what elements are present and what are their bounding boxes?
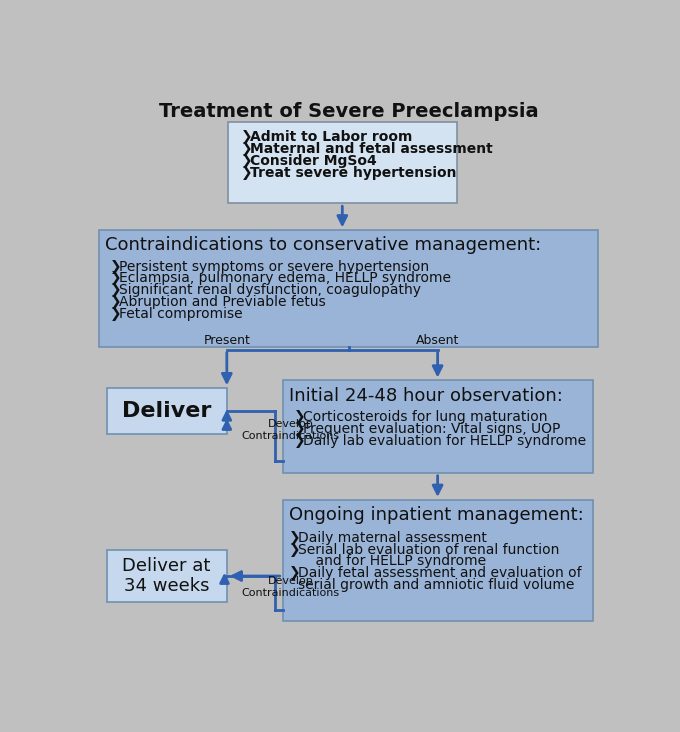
Text: Present: Present: [203, 334, 250, 346]
Text: Deliver: Deliver: [122, 401, 211, 421]
Text: ❯: ❯: [241, 142, 252, 156]
Text: Daily fetal assessment and evaluation of: Daily fetal assessment and evaluation of: [298, 567, 582, 580]
Text: Develop
Contraindications: Develop Contraindications: [241, 419, 339, 441]
FancyBboxPatch shape: [228, 122, 457, 203]
Text: Treat severe hypertension: Treat severe hypertension: [250, 166, 456, 180]
Text: ❯: ❯: [289, 531, 301, 545]
Text: Serial lab evaluation of renal function: Serial lab evaluation of renal function: [298, 542, 560, 556]
Text: Admit to Labor room: Admit to Labor room: [250, 130, 413, 144]
Text: ❯: ❯: [241, 166, 252, 180]
Text: Absent: Absent: [416, 334, 459, 346]
Text: Persistent symptoms or severe hypertension: Persistent symptoms or severe hypertensi…: [119, 260, 429, 274]
Text: ❯: ❯: [294, 410, 305, 424]
FancyBboxPatch shape: [107, 388, 227, 434]
Text: ❯: ❯: [109, 283, 122, 297]
Text: Consider MgSo4: Consider MgSo4: [250, 154, 377, 168]
FancyBboxPatch shape: [99, 231, 598, 347]
Text: Contraindications to conservative management:: Contraindications to conservative manage…: [105, 236, 541, 255]
Text: Daily maternal assessment: Daily maternal assessment: [298, 531, 487, 545]
Text: ❯: ❯: [109, 272, 122, 285]
Text: Abruption and Previable fetus: Abruption and Previable fetus: [119, 295, 326, 310]
Text: ❯: ❯: [241, 154, 252, 168]
Text: Maternal and fetal assessment: Maternal and fetal assessment: [250, 142, 493, 156]
Text: Develop
Contraindications: Develop Contraindications: [241, 576, 339, 597]
Text: Initial 24-48 hour observation:: Initial 24-48 hour observation:: [289, 386, 563, 405]
Text: ❯: ❯: [109, 307, 122, 321]
Text: Treatment of Severe Preeclampsia: Treatment of Severe Preeclampsia: [158, 102, 539, 121]
Text: Fetal compromise: Fetal compromise: [119, 307, 243, 321]
Text: ❯: ❯: [241, 130, 252, 144]
FancyBboxPatch shape: [107, 550, 227, 602]
Text: ❯: ❯: [109, 260, 122, 274]
Text: Frequent evaluation: Vital signs, UOP: Frequent evaluation: Vital signs, UOP: [303, 422, 560, 436]
Text: ❯: ❯: [109, 295, 122, 310]
Text: Daily lab evaluation for HELLP syndrome: Daily lab evaluation for HELLP syndrome: [303, 433, 586, 447]
Text: Significant renal dysfunction, coagulopathy: Significant renal dysfunction, coagulopa…: [119, 283, 421, 297]
FancyBboxPatch shape: [283, 381, 593, 473]
Text: Ongoing inpatient management:: Ongoing inpatient management:: [289, 506, 583, 524]
Text: and for HELLP syndrome: and for HELLP syndrome: [298, 554, 486, 569]
Text: ❯: ❯: [294, 422, 305, 436]
Text: Eclampsia, pulmonary edema, HELLP syndrome: Eclampsia, pulmonary edema, HELLP syndro…: [119, 272, 451, 285]
Text: Corticosteroids for lung maturation: Corticosteroids for lung maturation: [303, 410, 547, 424]
FancyBboxPatch shape: [283, 500, 593, 621]
Text: ❯: ❯: [289, 567, 301, 580]
Text: Deliver at
34 weeks: Deliver at 34 weeks: [122, 556, 211, 595]
Text: serial growth and amniotic fluid volume: serial growth and amniotic fluid volume: [298, 578, 575, 592]
Text: ❯: ❯: [289, 542, 301, 556]
Text: ❯: ❯: [294, 433, 305, 447]
